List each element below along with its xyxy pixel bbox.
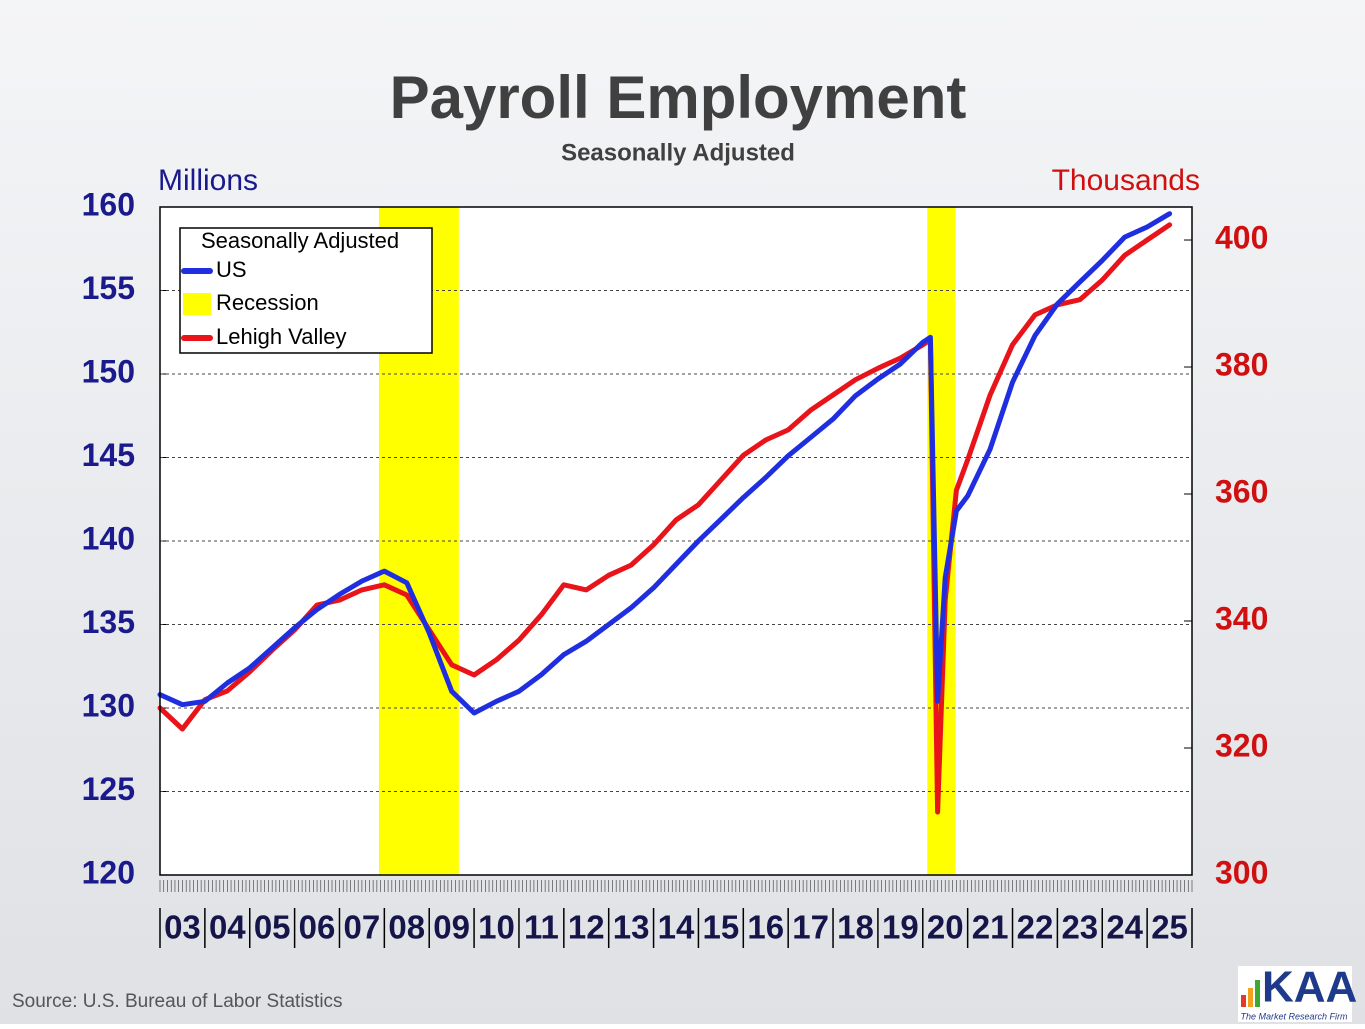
x-tick-label: 19: [882, 909, 919, 946]
x-tick-label: 17: [792, 909, 829, 946]
y-tick-label: 160: [82, 186, 135, 222]
x-tick-label: 21: [972, 909, 1009, 946]
x-tick-label: 20: [927, 909, 964, 946]
y2-tick-label: 340: [1215, 600, 1268, 636]
x-tick-label: 13: [613, 909, 650, 946]
y-tick-label: 145: [82, 437, 135, 473]
x-tick-label: 07: [344, 909, 381, 946]
x-tick-label: 16: [747, 909, 784, 946]
legend-box: [179, 227, 433, 354]
y-tick-label: 150: [82, 353, 135, 389]
legend-label: Lehigh Valley: [216, 324, 346, 349]
series-line: [157, 211, 1173, 716]
x-tick-label: 06: [299, 909, 336, 946]
plot-border: [159, 206, 1193, 876]
x-tick-label: 04: [209, 909, 246, 946]
x-tick-label: 18: [837, 909, 874, 946]
chart-subtitle: Seasonally Adjusted: [561, 139, 795, 166]
legend-title: Seasonally Adjusted: [201, 228, 399, 253]
legend-label: US: [216, 257, 247, 282]
y-tick-label: 155: [82, 270, 135, 306]
x-tick-label: 15: [703, 909, 740, 946]
legend-label: Recession: [216, 290, 319, 315]
source-note: Source: U.S. Bureau of Labor Statistics: [12, 991, 343, 1012]
x-tick-label: 14: [658, 909, 695, 946]
x-tick-label: 24: [1106, 909, 1143, 946]
y-tick-label: 135: [82, 604, 135, 640]
legend-items: US Recession Lehigh Valley: [181, 257, 346, 349]
x-tick-label: 25: [1151, 909, 1188, 946]
y-tick-label: 140: [82, 520, 135, 556]
y-axis-label: Millions: [158, 164, 258, 197]
logo-bar: [1241, 995, 1246, 1007]
x-tick-label: 12: [568, 909, 605, 946]
y-tick-label: 125: [82, 771, 135, 807]
y-tick-label: 130: [82, 687, 135, 723]
y2-tick-label: 300: [1215, 854, 1268, 890]
x-tick-label: 22: [1017, 909, 1054, 946]
y2-tick-label: 400: [1215, 219, 1268, 255]
legend: Seasonally Adjusted US Recession Lehigh Va…: [179, 227, 433, 354]
logo-bar: [1255, 980, 1260, 1007]
x-tick-label: 10: [478, 909, 515, 946]
y2-tick-label: 380: [1215, 346, 1268, 382]
y2-axis-label: Thousands: [1052, 164, 1200, 197]
legend-swatch: [183, 293, 211, 315]
chart-title: Payroll Employment: [390, 64, 967, 131]
logo-text: KAA: [1262, 963, 1357, 1012]
x-tick-label: 09: [433, 909, 470, 946]
x-tick-label: 11: [524, 909, 559, 946]
logo-bar: [1248, 988, 1253, 1007]
logo-tagline: The Market Research Firm: [1240, 1011, 1348, 1021]
x-tick-label: 05: [254, 909, 291, 946]
y-tick-label: 120: [82, 854, 135, 890]
y2-tick-label: 360: [1215, 473, 1268, 509]
x-tick-label: 08: [388, 909, 425, 946]
logo: KAA The Market Research Firm: [1238, 963, 1357, 1022]
x-tick-label: 23: [1061, 909, 1098, 946]
x-tick-label: 03: [164, 909, 201, 946]
series-line: [157, 222, 1173, 815]
y2-tick-label: 320: [1215, 727, 1268, 763]
